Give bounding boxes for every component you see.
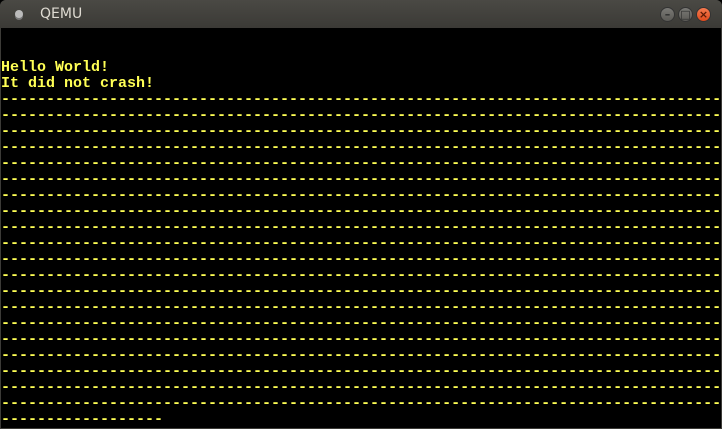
- screen-line: ----------------------------------------…: [1, 380, 721, 396]
- screen-line: It did not crash!: [1, 76, 155, 92]
- screen-line: ----------------------------------------…: [1, 348, 721, 364]
- screen-line: ----------------------------------------…: [1, 124, 721, 140]
- screen-line: ----------------------------------------…: [1, 172, 721, 188]
- screen-line: ----------------------------------------…: [1, 220, 721, 236]
- title-bar[interactable]: QEMU – □ ×: [0, 0, 722, 28]
- minimize-button[interactable]: –: [660, 7, 675, 22]
- screen-line: Hello World!: [1, 60, 110, 76]
- screen-line: ----------------------------------------…: [1, 140, 721, 156]
- screen-line: ----------------------------------------…: [1, 236, 721, 252]
- screen-line: ----------------------------------------…: [1, 204, 721, 220]
- screen-line: ------------------: [1, 412, 164, 428]
- screen-line: ----------------------------------------…: [1, 300, 721, 316]
- screen-line: ----------------------------------------…: [1, 92, 721, 108]
- close-button[interactable]: ×: [696, 7, 711, 22]
- screen-line: [1, 28, 721, 44]
- screen-line: ----------------------------------------…: [1, 268, 721, 284]
- app-icon: [15, 10, 23, 18]
- maximize-icon: □: [680, 8, 691, 21]
- screen-line: ----------------------------------------…: [1, 252, 721, 268]
- vga-text-screen[interactable]: Hello World! It did not crash! -----------…: [1, 28, 721, 428]
- screen-line: ----------------------------------------…: [1, 284, 721, 300]
- screen-line: ----------------------------------------…: [1, 108, 721, 124]
- screen-line: ----------------------------------------…: [1, 364, 721, 380]
- screen-line: ----------------------------------------…: [1, 188, 721, 204]
- screen-line: ----------------------------------------…: [1, 396, 721, 412]
- minimize-icon: –: [664, 8, 671, 21]
- screen-line: ----------------------------------------…: [1, 316, 721, 332]
- screen-line: ----------------------------------------…: [1, 332, 721, 348]
- maximize-button[interactable]: □: [678, 7, 693, 22]
- window-title: QEMU: [40, 6, 83, 22]
- screen-line: [1, 44, 721, 60]
- close-icon: ×: [698, 8, 709, 21]
- screen-line: ----------------------------------------…: [1, 156, 721, 172]
